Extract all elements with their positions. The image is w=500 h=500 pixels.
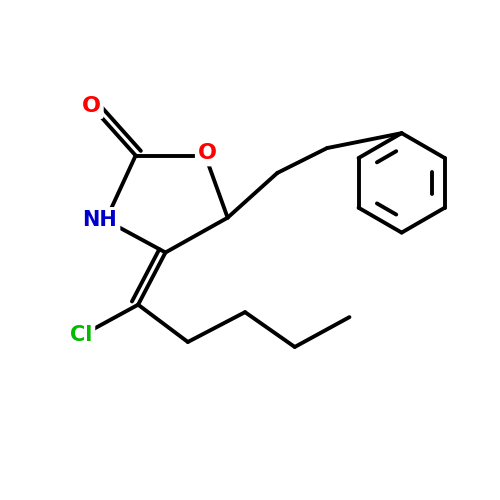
Text: NH: NH <box>82 210 117 230</box>
Text: Cl: Cl <box>70 324 92 344</box>
Text: O: O <box>82 96 100 116</box>
Text: O: O <box>198 143 217 163</box>
